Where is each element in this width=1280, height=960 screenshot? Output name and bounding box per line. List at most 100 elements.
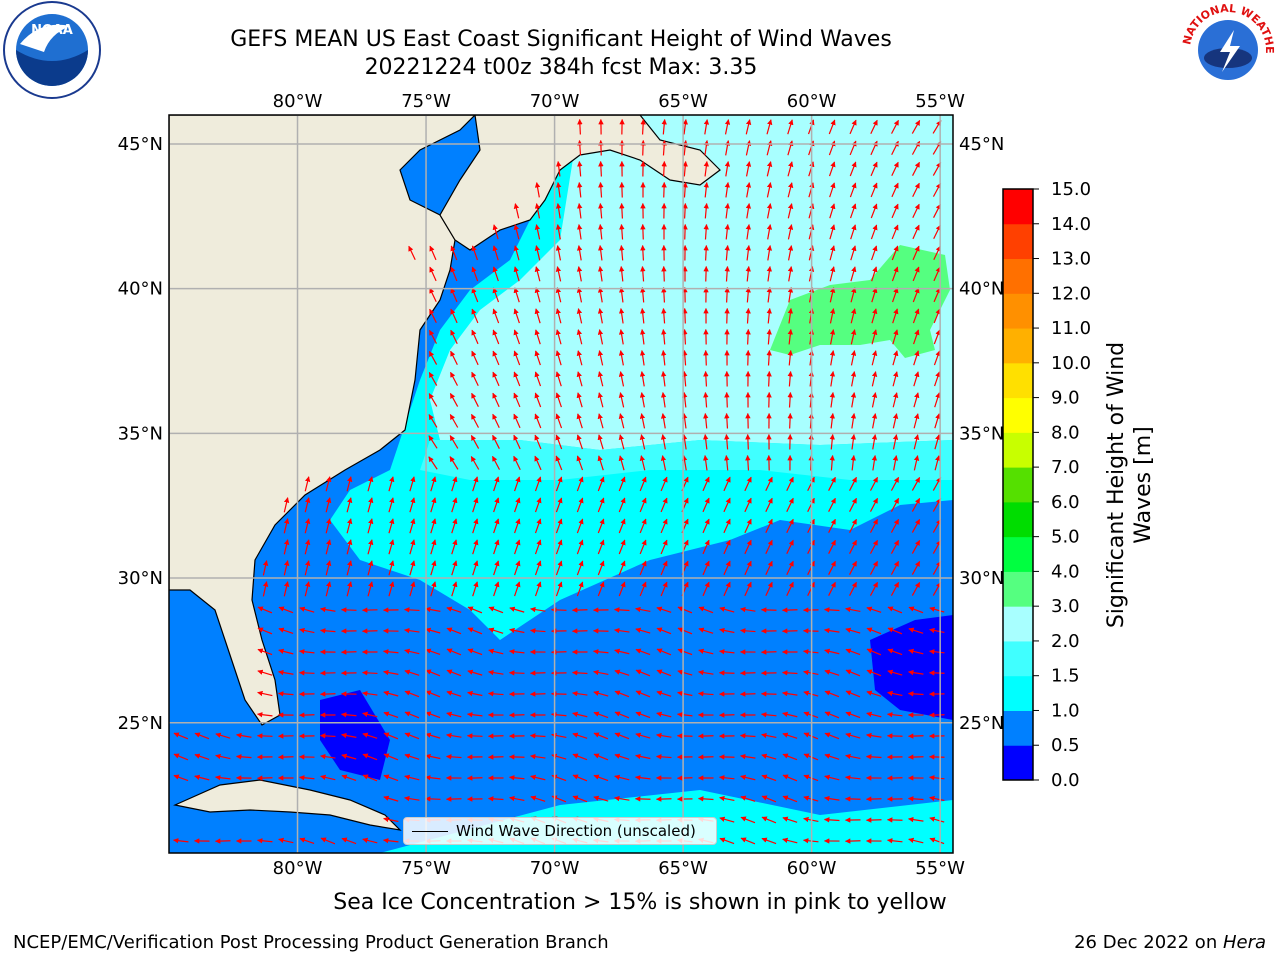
wave-arrow [745, 245, 752, 261]
lat-label-left: 25°N [118, 713, 163, 734]
wave-arrow [618, 455, 625, 471]
wave-arrow [278, 627, 294, 634]
wave-arrow [325, 497, 332, 513]
wave-arrow [383, 711, 399, 719]
wave-arrow [614, 648, 630, 655]
wave-arrow [597, 539, 605, 555]
wave-arrow [761, 732, 777, 739]
wave-arrow [445, 754, 462, 760]
wave-arrow [740, 606, 756, 613]
wave-arrow [766, 161, 773, 177]
wave-arrow [934, 455, 941, 471]
wave-band-light-cyan [430, 115, 953, 450]
wave-arrow [513, 476, 521, 492]
wave-arrow [428, 414, 438, 428]
wave-arrow [550, 607, 567, 613]
wave-arrow [466, 733, 483, 739]
wave-arrow [409, 581, 416, 597]
wave-arrow [934, 413, 941, 429]
wave-arrow [660, 581, 668, 597]
wave-arrow [487, 796, 504, 802]
wave-arrow [765, 476, 773, 492]
wave-arrow [513, 455, 521, 471]
wave-arrow [257, 606, 273, 614]
lat-label-left: 45°N [118, 134, 163, 155]
wave-arrow [576, 287, 583, 303]
chart-title: GEFS MEAN US East Coast Significant Heig… [230, 27, 892, 52]
wave-arrow [782, 837, 798, 844]
wave-arrow [513, 308, 520, 324]
wave-arrow [278, 606, 294, 614]
wave-arrow [383, 774, 399, 782]
wave-arrow [492, 392, 500, 408]
wave-arrow [618, 308, 625, 324]
wave-arrow [871, 350, 878, 366]
wave-arrow [845, 711, 861, 719]
wave-arrow [257, 627, 273, 635]
wave-arrow [824, 690, 840, 698]
wave-arrow [361, 670, 378, 676]
wave-arrow [635, 775, 651, 781]
wave-arrow [866, 711, 882, 718]
graticule [169, 115, 953, 853]
wave-arrow [724, 161, 731, 177]
wave-arrow [829, 308, 836, 324]
wave-arrow [362, 690, 378, 697]
wave-arrow [866, 648, 882, 656]
wave-arrow [849, 161, 857, 177]
wave-arrow [299, 606, 315, 613]
lat-label-right: 30°N [959, 568, 1004, 589]
wave-arrow [429, 329, 437, 344]
wave-arrow [635, 690, 651, 698]
wave-arrow [367, 476, 374, 492]
wave-arrow [534, 413, 542, 429]
wave-arrow [487, 691, 504, 697]
wave-arrow [508, 712, 525, 718]
wave-arrow [703, 161, 710, 177]
wave-arrow [619, 244, 625, 261]
wave-arrow [761, 795, 777, 803]
wave-arrow [491, 455, 501, 470]
wave-arrow [908, 816, 924, 823]
wave-arrow [493, 560, 500, 576]
wave-arrow [325, 518, 332, 534]
colorbar-tick-label: 3.0 [1051, 596, 1080, 617]
lon-label-top: 70°W [530, 91, 580, 112]
wave-arrow [933, 287, 941, 303]
wave-arrow [614, 732, 630, 740]
wave-arrow [277, 691, 294, 697]
wave-arrow [404, 774, 420, 781]
wave-arrow [555, 518, 563, 534]
lon-label-top: 75°W [401, 91, 451, 112]
wave-arrow [745, 182, 752, 198]
wave-arrow [346, 476, 353, 492]
wave-arrow [661, 265, 667, 282]
wave-arrow [869, 497, 879, 512]
wave-arrow [740, 816, 756, 824]
wave-arrow [597, 413, 604, 429]
wave-arrow [597, 455, 604, 471]
wave-arrow [614, 753, 630, 760]
wave-arrow [639, 371, 646, 387]
wave-arrow [745, 433, 751, 450]
wave-arrow [892, 413, 899, 429]
wave-arrow [597, 392, 604, 408]
wave-arrow [786, 518, 794, 534]
wave-arrow [618, 581, 626, 597]
wave-arrow [346, 539, 353, 555]
wave-arrow [471, 371, 479, 387]
wave-arrow [325, 539, 332, 555]
wave-arrow [829, 433, 835, 450]
wave-arrow [870, 119, 878, 135]
wave-arrow [614, 690, 630, 698]
wave-arrow [782, 753, 798, 761]
wave-arrow [430, 497, 437, 513]
wave-arrow [593, 732, 609, 740]
wave-arrow [492, 287, 500, 303]
wave-arrow [766, 119, 773, 135]
wave-arrow [723, 476, 731, 492]
wave-arrow [744, 581, 752, 597]
wave-arrow [534, 581, 542, 597]
wave-arrow [698, 606, 714, 614]
wave-arrow [887, 669, 903, 676]
